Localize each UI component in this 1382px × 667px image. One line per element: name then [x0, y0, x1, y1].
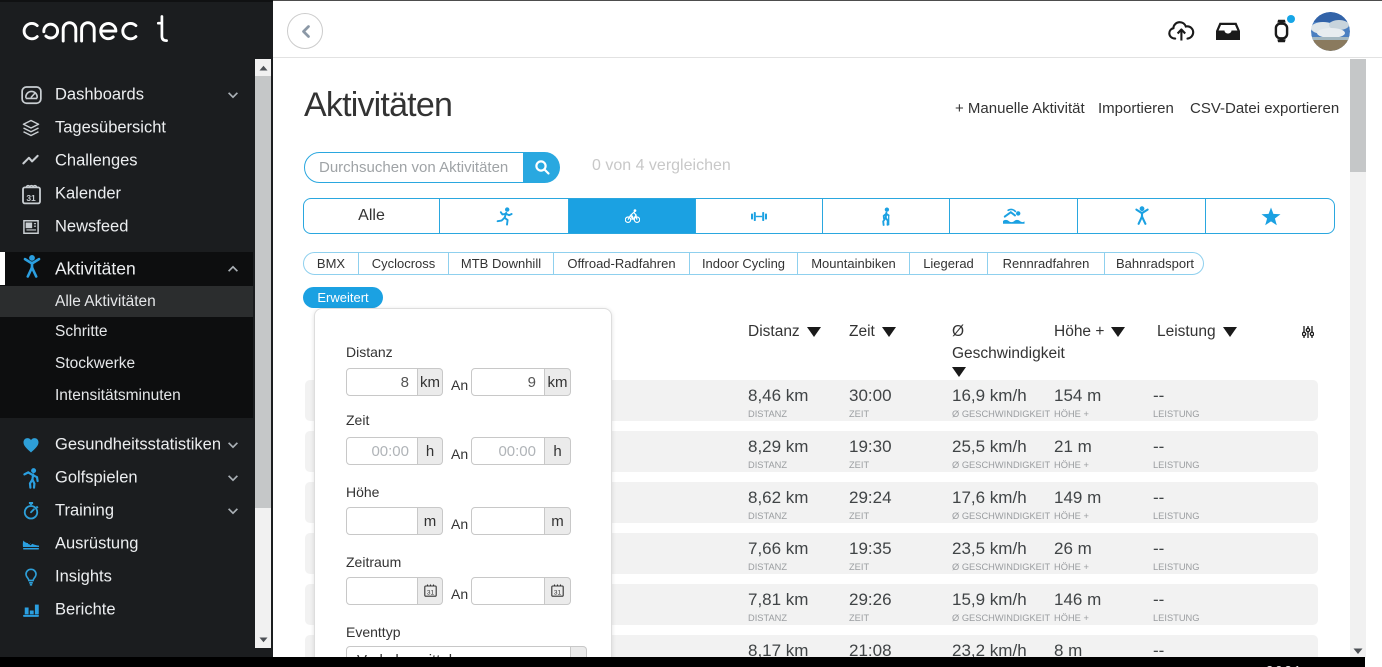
svg-text:31: 31 — [426, 590, 434, 597]
svg-text:31: 31 — [26, 193, 36, 203]
svg-text:31: 31 — [554, 590, 562, 597]
